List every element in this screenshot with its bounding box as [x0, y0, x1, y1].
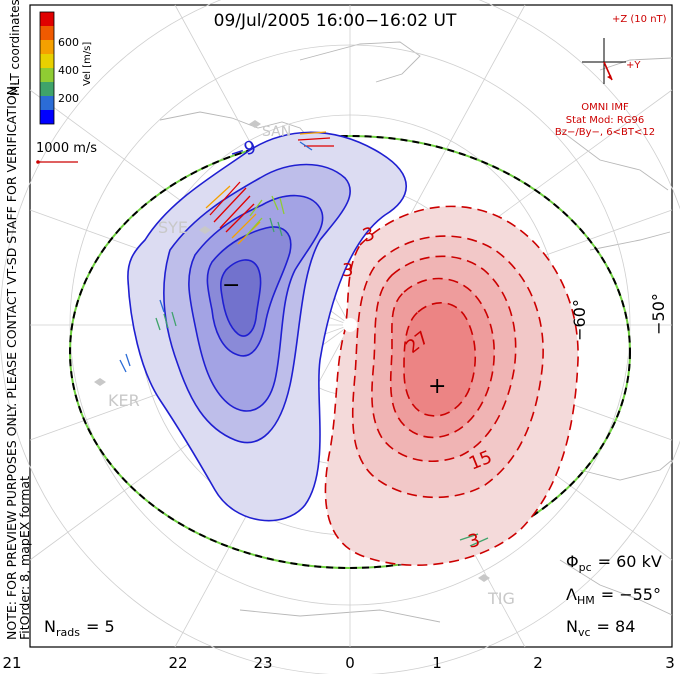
- colorbar-tick-400: 400: [58, 64, 79, 77]
- imf-model-line1: Stat Mod: RG96: [566, 115, 645, 126]
- mlt-tick-0: 0: [345, 654, 355, 672]
- mlt-tick-3: 3: [665, 654, 675, 672]
- contour-label-pos3b: 3: [342, 260, 353, 281]
- potential-max-marker: +: [428, 374, 446, 399]
- velocity-ref-label: 1000 m/s: [36, 141, 97, 156]
- stat-nrads: Nrads = 5: [44, 617, 115, 639]
- mlt-coordinates-note: MLT coordinates: [8, 0, 22, 96]
- velocity-colorbar: [39, 11, 55, 125]
- stat-lambda: ΛHM = −55°: [566, 585, 661, 607]
- mlt-ticks: 21 22 23 0 1 2 3: [2, 654, 674, 672]
- colorbar-tick-600: 600: [58, 36, 79, 49]
- stat-nvc: Nvc = 84: [566, 617, 635, 639]
- imf-y-label: +Y: [626, 60, 641, 71]
- station-san: SAN: [262, 124, 291, 140]
- mlt-tick-2: 2: [533, 654, 543, 672]
- map-title: 09/Jul/2005 16:00−16:02 UT: [214, 11, 457, 31]
- station-san-marker: [249, 120, 261, 128]
- potential-min-marker: −: [222, 273, 240, 298]
- negative-cell: [127, 131, 407, 522]
- contour-label-pos3c: 3: [466, 530, 482, 553]
- fit-order-note: FitOrder: 8, mapEX format: [17, 476, 32, 640]
- station-ker: KER: [108, 391, 140, 410]
- colorbar-tick-200: 200: [58, 92, 79, 105]
- stations: SAN SYE KER TIG: [94, 120, 515, 608]
- preview-note: NOTE: FOR PREVIEW PURPOSES ONLY. PLEASE …: [4, 82, 19, 640]
- imf-title: OMNI IMF: [581, 102, 629, 113]
- station-tig: TIG: [487, 589, 515, 608]
- mlt-tick-23: 23: [253, 654, 272, 672]
- stats: Φpc = 60 kV ΛHM = −55° Nvc = 84 Nrads = 5: [44, 552, 662, 639]
- imf-clock: [582, 38, 626, 84]
- mlt-tick-22: 22: [168, 654, 187, 672]
- stat-phi: Φpc = 60 kV: [566, 552, 662, 574]
- mlt-tick-21: 21: [2, 654, 21, 672]
- station-sye: SYE: [158, 218, 188, 237]
- positive-cell: [324, 205, 579, 566]
- station-ker-marker: [94, 378, 106, 386]
- station-tig-marker: [478, 574, 490, 582]
- lat-label-50: −50°: [649, 293, 668, 335]
- heppner-maynard-boundary-dash: [69, 135, 631, 569]
- pole-marker: [343, 318, 357, 332]
- imf-model-line2: Bz−/By−, 6<BT<12: [555, 127, 655, 138]
- station-sye-marker: [199, 226, 211, 234]
- mlt-tick-1: 1: [432, 654, 442, 672]
- velocity-vectors: [119, 131, 489, 547]
- imf-z-label: +Z (10 nT): [612, 14, 667, 25]
- colorbar-label: Vel [m/s]: [82, 42, 93, 86]
- lat-label-60: −60°: [570, 299, 589, 341]
